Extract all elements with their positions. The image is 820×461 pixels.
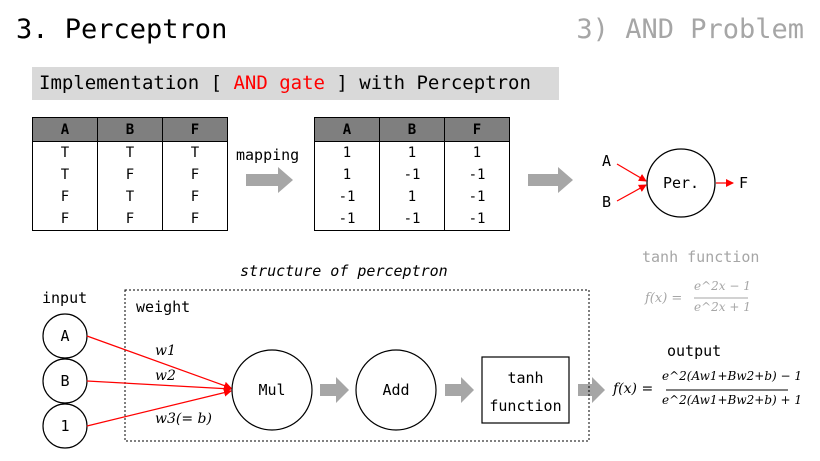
tanh-function-title: tanh function	[642, 248, 760, 266]
tanh-box-line2: function	[489, 397, 562, 415]
table-cell: -1	[314, 208, 380, 231]
input-node-a-label: A	[60, 327, 70, 345]
banner-prefix: Implementation [	[39, 72, 234, 94]
add-node-label: Add	[382, 381, 410, 399]
table-cell: -1	[444, 164, 510, 186]
table-header-row: A B F	[32, 117, 228, 142]
input-node-bias-label: 1	[60, 417, 70, 435]
page-title: 3. Perceptron	[16, 14, 228, 45]
column-header: B	[97, 117, 163, 142]
tanh-formula-numerator: e^2x − 1	[694, 279, 751, 293]
perceptron-node-label: Per.	[662, 174, 700, 192]
table-cell: T	[162, 141, 228, 164]
weight-box	[124, 289, 590, 442]
column-header: A	[314, 117, 380, 142]
column-header: F	[444, 117, 510, 142]
table-row: T T T	[32, 141, 228, 164]
tanh-formula-lhs: f(x) =	[645, 291, 683, 306]
summary-input-b: B	[602, 193, 612, 211]
table-row: 1 -1 -1	[314, 164, 510, 186]
add-to-tanh-arrow	[445, 377, 474, 403]
table-cell: -1	[444, 186, 510, 208]
structure-caption: structure of perceptron	[240, 262, 448, 280]
table-row: 1 1 1	[314, 141, 510, 164]
table-cell: 1	[444, 141, 510, 164]
tanh-box	[481, 356, 570, 424]
mul-to-add-arrow	[320, 377, 349, 403]
weight-edge-w3	[86, 388, 232, 427]
output-label: output	[667, 342, 722, 360]
output-formula-lhs: f(x) =	[613, 381, 654, 397]
tanh-formula-denominator: e^2x + 1	[694, 300, 751, 314]
table-cell: -1	[444, 208, 510, 231]
output-formula-numerator: e^2(Aw1+Bw2+b) − 1	[662, 369, 803, 383]
weight-label: weight	[136, 298, 191, 316]
table-header-row: A B F	[314, 117, 510, 142]
tanh-box-line1: tanh	[507, 369, 544, 387]
weight-label-w2: w2	[155, 368, 176, 384]
output-formula-denominator: e^2(Aw1+Bw2+b) + 1	[662, 393, 803, 407]
mul-node	[231, 349, 313, 431]
add-node	[355, 349, 437, 431]
banner-suffix: ] with Perceptron	[324, 72, 531, 94]
input-a-edge	[616, 163, 647, 182]
table-cell: F	[162, 164, 228, 186]
summary-output: F	[739, 174, 749, 192]
to-perceptron-arrow	[528, 167, 573, 193]
mapped-table: A B F 1 1 1 1 -1 -1 -1 1 -1 -1 -1 -1	[314, 117, 510, 231]
section-banner: Implementation [ AND gate ] with Percept…	[32, 67, 559, 100]
table-row: T F F	[32, 164, 228, 186]
column-header: F	[162, 117, 228, 142]
input-node-b-label: B	[60, 372, 70, 390]
weight-label-w1: w1	[155, 343, 176, 359]
section-subtitle: 3) AND Problem	[576, 14, 804, 45]
column-header: B	[379, 117, 445, 142]
perceptron-node	[646, 148, 716, 218]
truth-table: A B F T T T T F F F T F F F F	[32, 117, 228, 231]
table-row: -1 1 -1	[314, 186, 510, 208]
mapping-label: mapping	[236, 146, 300, 164]
input-b-edge	[616, 184, 647, 202]
weight-edge-w2	[86, 380, 232, 393]
table-cell: F	[162, 186, 228, 208]
mul-node-label: Mul	[258, 381, 286, 399]
summary-input-a: A	[602, 152, 612, 170]
table-row: -1 -1 -1	[314, 208, 510, 231]
tanh-to-output-arrow	[578, 377, 605, 403]
input-label: input	[42, 289, 88, 307]
mapping-arrow	[246, 167, 293, 193]
banner-highlight: AND gate	[233, 72, 325, 94]
table-row: F T F	[32, 186, 228, 208]
table-row: F F F	[32, 208, 228, 231]
weight-label-w3: w3(= b)	[155, 411, 212, 427]
column-header: A	[32, 117, 98, 142]
weight-edge-w1	[86, 335, 232, 390]
table-cell: F	[162, 208, 228, 231]
